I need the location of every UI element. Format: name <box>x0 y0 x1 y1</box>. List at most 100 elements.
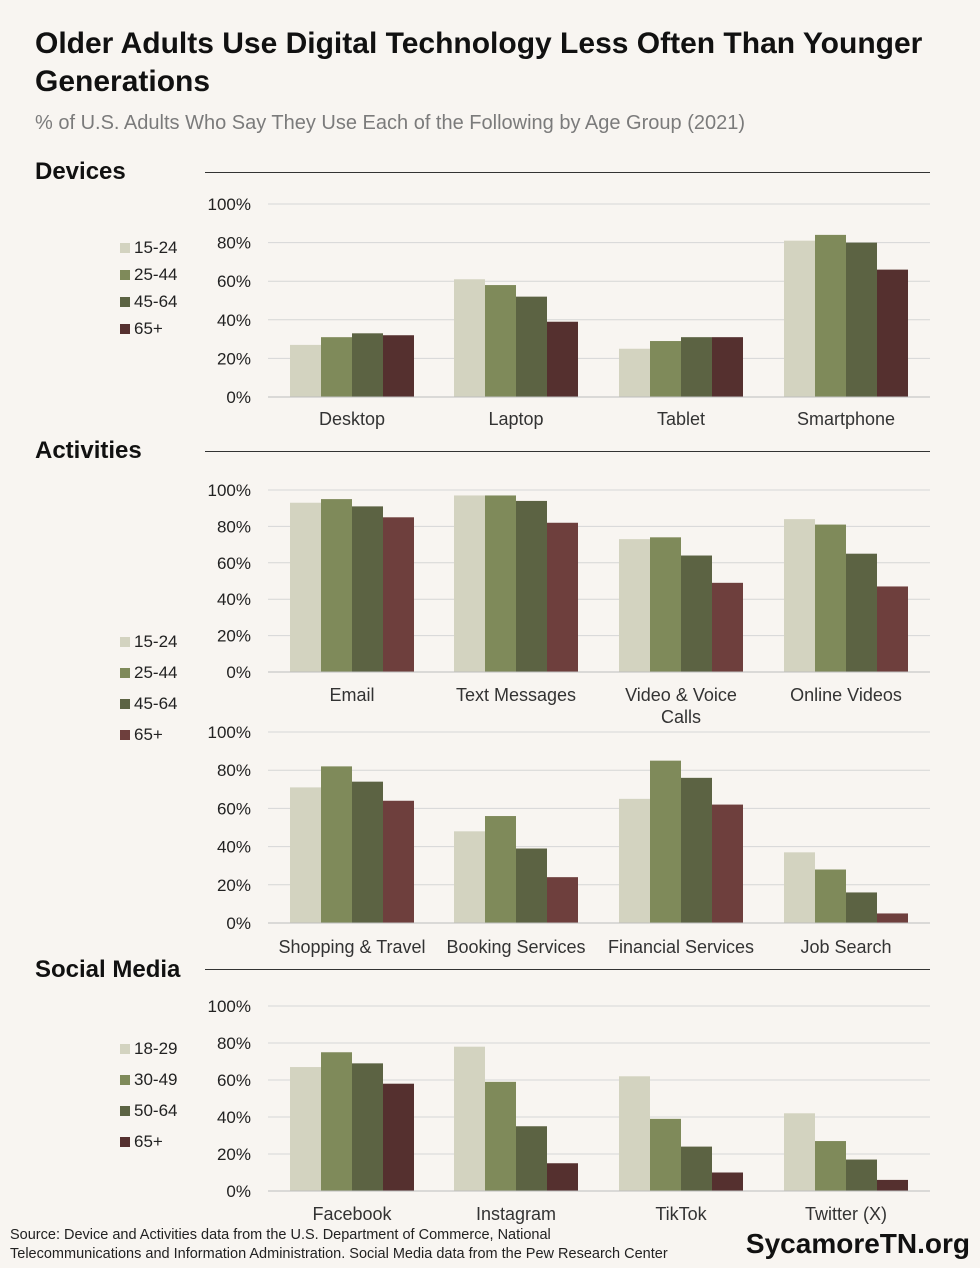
brand-logo-text: SycamoreTN.org <box>745 1228 970 1259</box>
bar <box>321 337 352 397</box>
bar <box>454 831 485 923</box>
y-tick-label: 60% <box>217 554 251 573</box>
legend-item: 65+ <box>120 719 177 750</box>
bar <box>485 285 516 397</box>
bar <box>815 1141 846 1191</box>
bar <box>846 242 877 397</box>
legend-item: 50-64 <box>120 1095 177 1126</box>
bar <box>485 816 516 923</box>
y-tick-label: 80% <box>217 234 251 253</box>
bar <box>681 1146 712 1191</box>
bar <box>619 798 650 923</box>
bar <box>547 522 578 672</box>
bar <box>681 555 712 672</box>
legend-social: 18-29 30-49 50-64 65+ <box>120 1033 177 1157</box>
section-title-activities: Activities <box>35 437 142 464</box>
x-category-label: Financial Services <box>608 937 754 957</box>
y-tick-label: 40% <box>217 311 251 330</box>
bar <box>383 517 414 672</box>
x-category-label: Email <box>329 685 374 705</box>
legend-label: 50-64 <box>134 1100 178 1120</box>
legend-label: 65+ <box>134 724 163 744</box>
y-tick-label: 40% <box>217 590 251 609</box>
bar <box>383 1083 414 1191</box>
y-tick-label: 0% <box>226 388 251 407</box>
section-title-devices: Devices <box>35 158 126 185</box>
legend-swatch <box>120 667 130 678</box>
bar <box>815 234 846 397</box>
bar <box>650 760 681 923</box>
bar <box>712 582 743 672</box>
legend-swatch <box>120 242 130 253</box>
legend-swatch <box>120 729 130 740</box>
bar <box>454 495 485 672</box>
x-category-label: Text Messages <box>456 685 576 705</box>
legend-item: 15-24 <box>120 234 177 261</box>
bar <box>877 913 908 923</box>
legend-item: 18-29 <box>120 1033 177 1064</box>
bar <box>290 1067 321 1191</box>
y-tick-label: 60% <box>217 272 251 291</box>
bar <box>846 553 877 672</box>
bar <box>877 269 908 397</box>
legend-item: 25-44 <box>120 261 177 288</box>
bar <box>290 344 321 397</box>
legend-item: 65+ <box>120 1126 177 1157</box>
bar <box>516 500 547 672</box>
y-tick-label: 0% <box>226 914 251 933</box>
bar <box>516 1126 547 1191</box>
bar <box>784 1113 815 1191</box>
legend-swatch <box>120 323 130 334</box>
chart-subtitle: % of U.S. Adults Who Say They Use Each o… <box>35 112 745 134</box>
bar <box>352 506 383 672</box>
section-title-social: Social Media <box>35 956 181 983</box>
legend-item: 30-49 <box>120 1064 177 1095</box>
legend-item: 15-24 <box>120 626 177 657</box>
x-category-label: Tablet <box>657 409 705 429</box>
y-tick-label: 100% <box>208 997 251 1016</box>
bar <box>547 877 578 923</box>
x-category-label: Job Search <box>800 937 891 957</box>
bar <box>712 804 743 923</box>
y-tick-label: 60% <box>217 799 251 818</box>
bar <box>784 852 815 923</box>
bar <box>352 333 383 397</box>
bar <box>454 1046 485 1191</box>
bar <box>815 524 846 672</box>
bar <box>290 787 321 923</box>
x-category-label: Smartphone <box>797 409 895 429</box>
legend-swatch <box>120 296 130 307</box>
legend-label: 15-24 <box>134 631 178 651</box>
bar <box>846 892 877 923</box>
y-tick-label: 80% <box>217 1034 251 1053</box>
bar <box>547 321 578 397</box>
bar <box>547 1163 578 1191</box>
y-tick-label: 80% <box>217 761 251 780</box>
legend-swatch <box>120 1074 130 1085</box>
x-category-label: Twitter (X) <box>805 1204 887 1224</box>
legend-label: 25-44 <box>134 662 178 682</box>
bar <box>516 296 547 397</box>
legend-label: 25-44 <box>134 264 178 284</box>
x-category-label: Facebook <box>312 1204 392 1224</box>
legend-label: 65+ <box>134 1131 163 1151</box>
legend-label: 45-64 <box>134 693 178 713</box>
bar <box>321 1052 352 1191</box>
legend-item: 65+ <box>120 315 177 342</box>
source-line-1: Source: Device and Activities data from … <box>10 1227 551 1243</box>
chart-title: Older Adults Use Digital Technology Less… <box>35 27 923 98</box>
y-tick-label: 0% <box>226 1182 251 1201</box>
y-tick-label: 40% <box>217 1108 251 1127</box>
section-rule-devices <box>205 172 930 173</box>
bar <box>846 1159 877 1191</box>
bar <box>681 777 712 923</box>
bar <box>352 1063 383 1191</box>
bar <box>383 335 414 397</box>
x-category-label: TikTok <box>655 1204 707 1224</box>
bar <box>321 766 352 923</box>
legend-item: 45-64 <box>120 288 177 315</box>
y-tick-label: 100% <box>208 195 251 214</box>
y-tick-label: 80% <box>217 517 251 536</box>
